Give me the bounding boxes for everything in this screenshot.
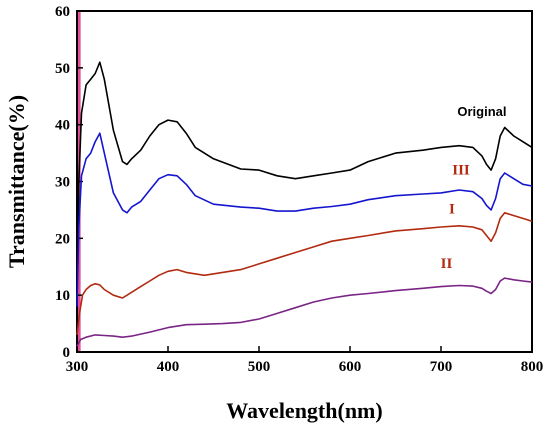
- series-label-iii: III: [452, 163, 470, 179]
- x-tick-label: 400: [157, 359, 180, 375]
- x-axis-title: Wavelength(nm): [226, 398, 382, 423]
- series-line-original: [76, 61, 533, 296]
- y-tick-label: 40: [55, 118, 70, 134]
- x-tick-label: 300: [66, 359, 89, 375]
- y-tick-label: 50: [55, 61, 70, 77]
- x-tick-label: 500: [248, 359, 271, 375]
- y-axis-title: Transmittance(%): [4, 95, 29, 268]
- series-line-ii: [76, 277, 533, 347]
- series-line-i: [76, 212, 533, 335]
- y-tick-label: 20: [55, 231, 70, 247]
- series-label-original: Original: [457, 104, 506, 119]
- series-line-iii: [76, 132, 533, 307]
- x-tick-label: 800: [521, 359, 544, 375]
- y-tick-label: 30: [55, 175, 70, 191]
- plot-frame: [76, 10, 533, 353]
- y-tick-label: 0: [63, 345, 71, 361]
- x-tick-label: 700: [430, 359, 453, 375]
- series-label-ii: II: [441, 256, 453, 272]
- series-label-i: I: [449, 201, 455, 217]
- y-tick-label: 10: [55, 288, 70, 304]
- x-tick-label: 600: [339, 359, 362, 375]
- y-tick-label: 60: [55, 4, 70, 20]
